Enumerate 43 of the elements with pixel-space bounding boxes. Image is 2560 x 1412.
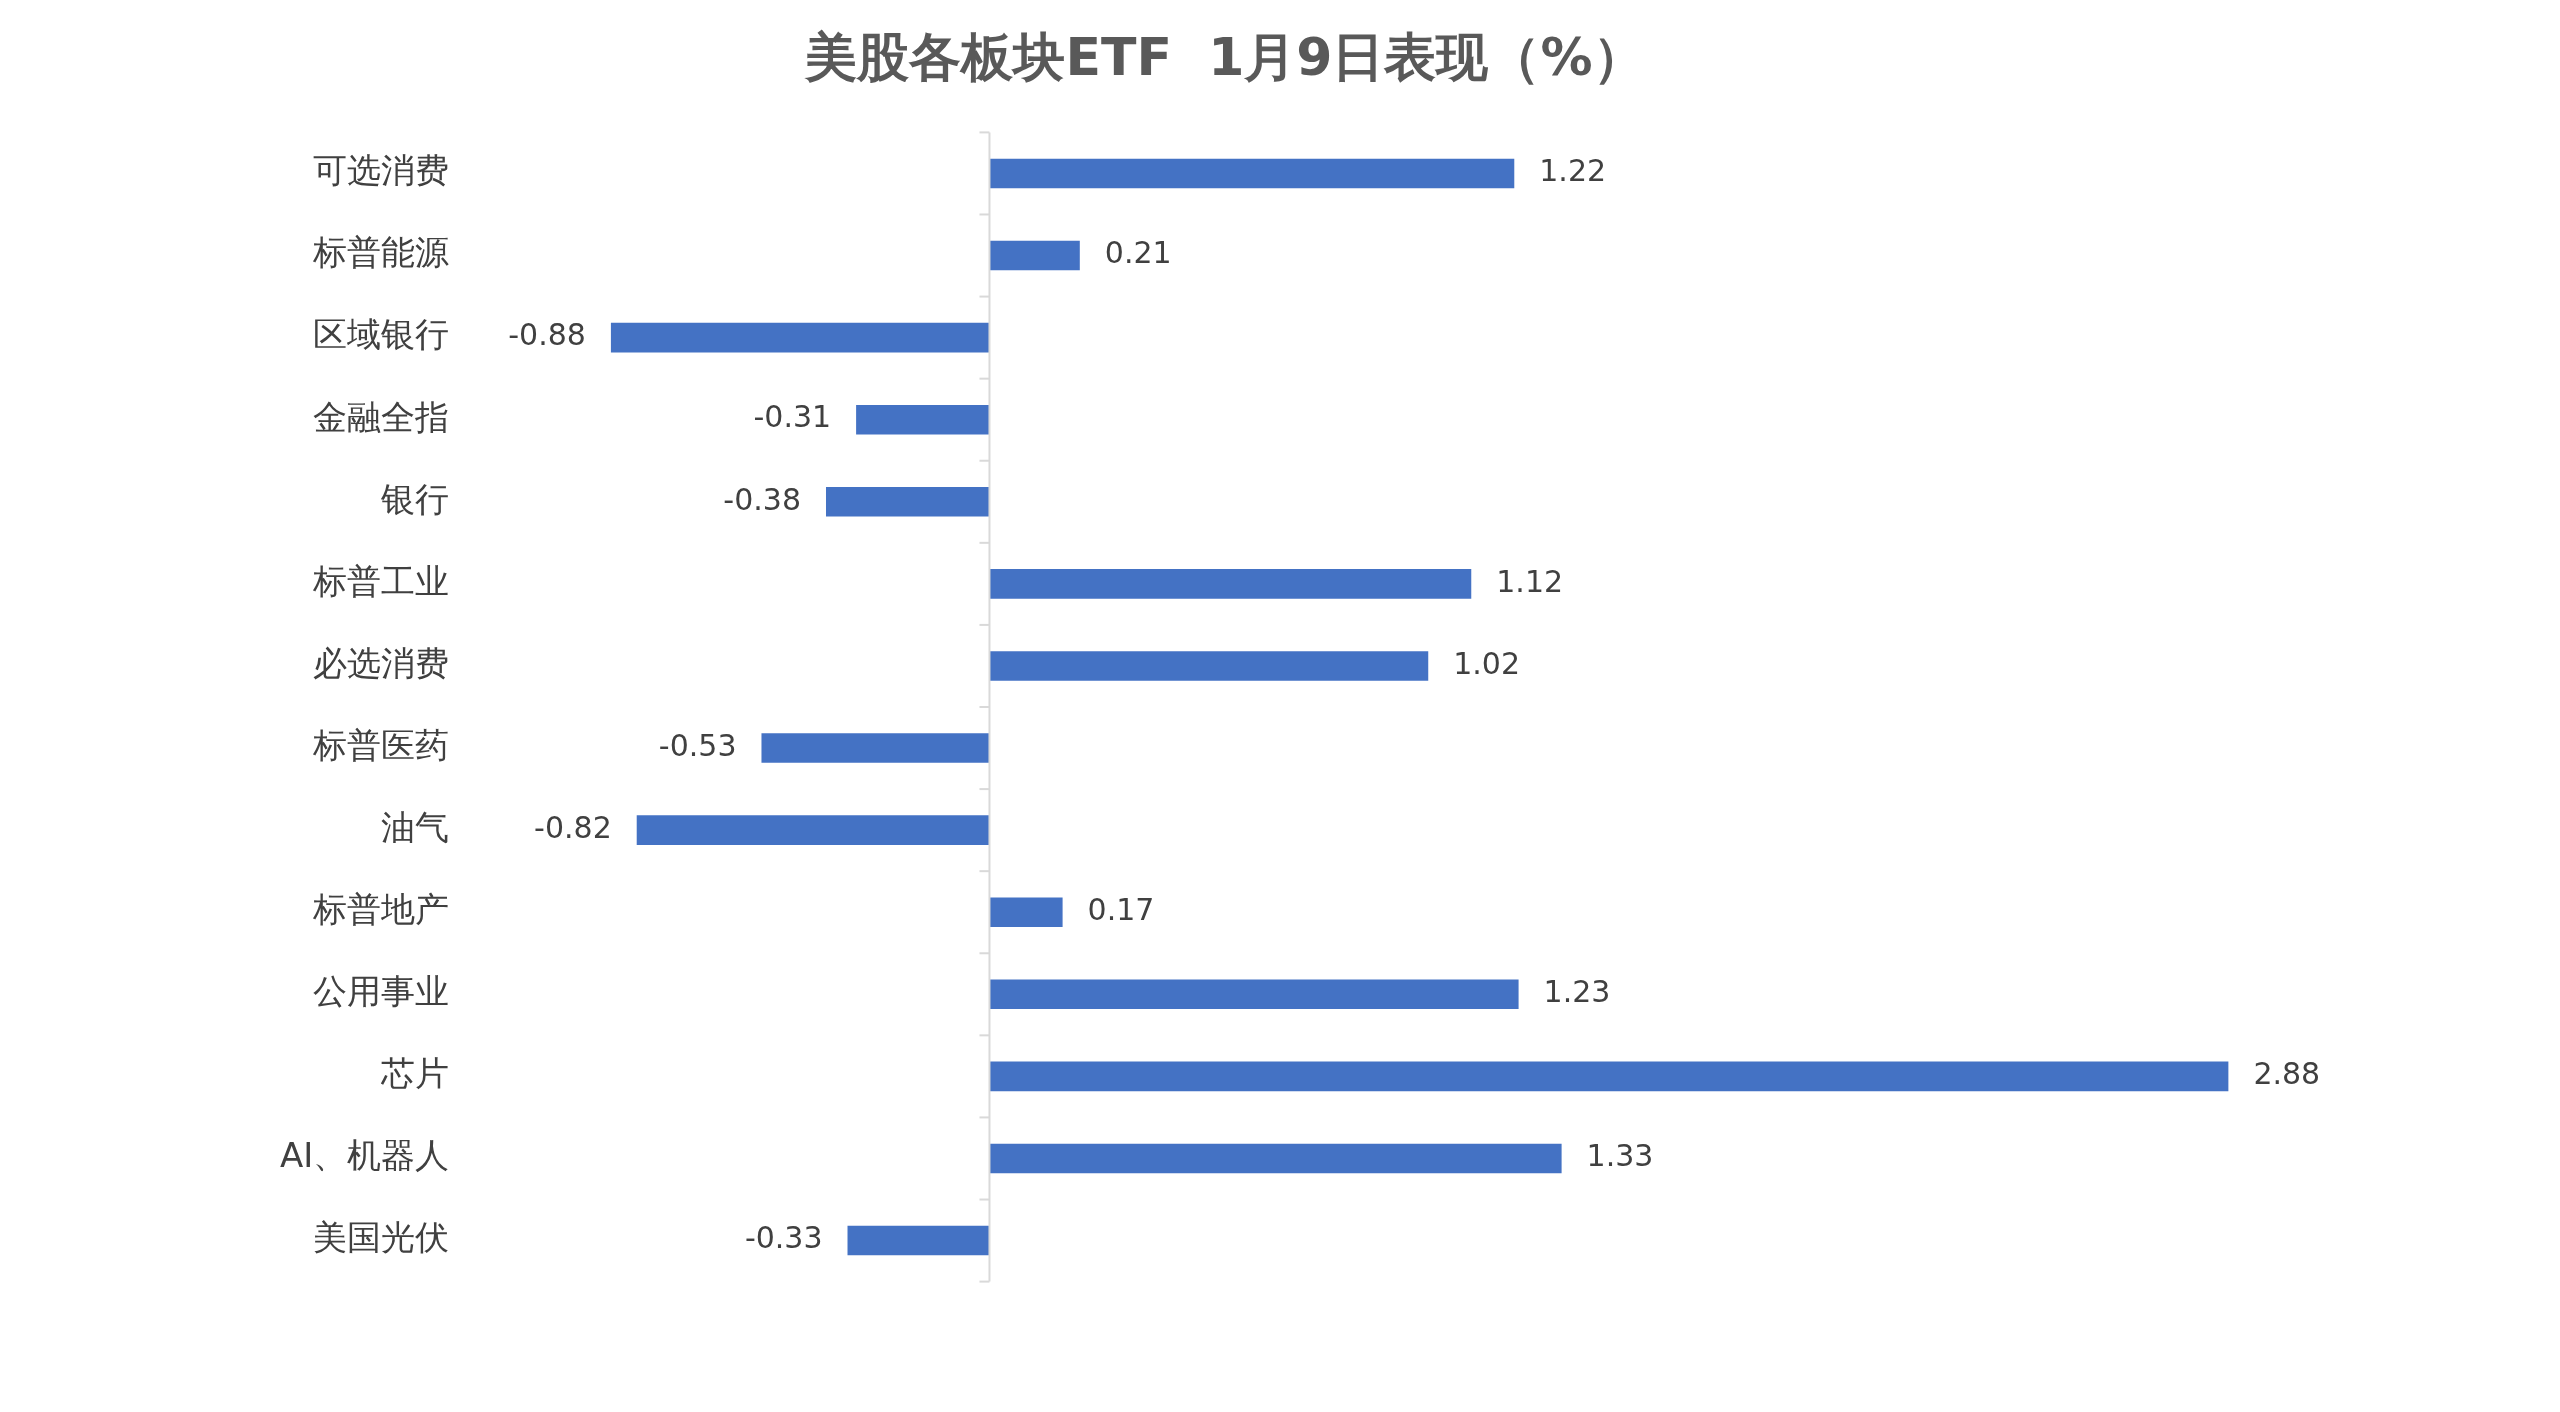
data-label: -0.33 xyxy=(744,1220,823,1256)
chart-title: 美股各板块ETF 1月9日表现（%） xyxy=(804,26,1645,87)
y-tick-label: 标普地产 xyxy=(312,889,450,930)
data-label: -0.82 xyxy=(534,809,612,845)
data-label: 1.23 xyxy=(1543,974,1611,1010)
y-tick-label: 必选消费 xyxy=(313,642,450,683)
bar xyxy=(989,979,1519,1010)
bar xyxy=(989,569,1472,599)
y-tick-label: 可选消费 xyxy=(313,150,450,191)
y-tick-label: 美国光伏 xyxy=(313,1217,450,1258)
bar xyxy=(610,322,990,353)
bar xyxy=(761,733,990,763)
data-label: -0.53 xyxy=(658,727,737,763)
bar xyxy=(826,487,990,517)
y-tick-label: 标普医药 xyxy=(312,724,450,765)
bar xyxy=(989,897,1063,927)
bar xyxy=(989,1143,1562,1174)
y-tick-label: AI、机器人 xyxy=(279,1135,450,1176)
data-label: 1.22 xyxy=(1539,153,1607,189)
y-tick-label: 区域银行 xyxy=(313,314,450,355)
data-label: -0.38 xyxy=(723,481,801,517)
data-label: 1.02 xyxy=(1453,645,1521,681)
y-tick-label: 标普能源 xyxy=(312,232,450,273)
data-label: -0.31 xyxy=(753,399,832,435)
data-label: 2.88 xyxy=(2253,1056,2321,1092)
y-tick-label: 油气 xyxy=(381,806,450,847)
bar xyxy=(847,1225,990,1256)
data-label: 0.21 xyxy=(1104,235,1172,271)
y-tick-label: 金融全指 xyxy=(313,396,450,437)
y-tick-label: 标普工业 xyxy=(312,560,450,601)
y-tick-label: 银行 xyxy=(380,478,450,519)
data-label: 0.17 xyxy=(1087,892,1155,928)
y-tick-label: 公用事业 xyxy=(313,971,450,1012)
data-label: 1.12 xyxy=(1496,563,1564,599)
bar xyxy=(989,1061,2229,1092)
data-label: 1.33 xyxy=(1586,1138,1654,1174)
bar xyxy=(636,815,990,845)
bar xyxy=(856,404,990,435)
bar xyxy=(989,240,1080,271)
data-label: -0.88 xyxy=(508,317,586,353)
y-tick-label: 芯片 xyxy=(380,1053,450,1094)
bar xyxy=(989,651,1429,681)
bar xyxy=(989,158,1515,189)
